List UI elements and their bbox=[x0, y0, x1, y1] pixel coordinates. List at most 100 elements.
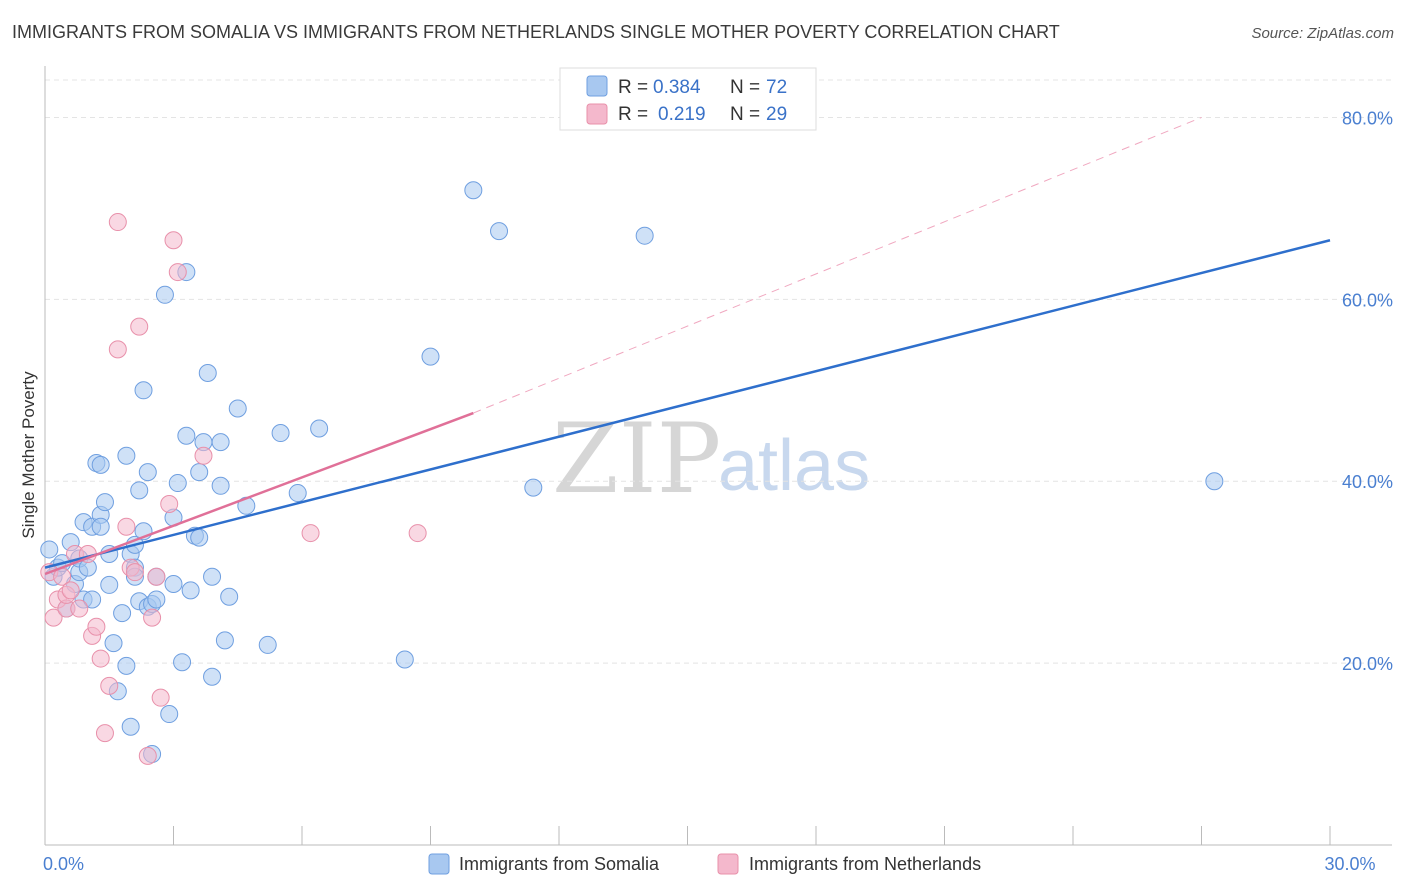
point-somalia bbox=[117, 656, 136, 675]
point-netherlands bbox=[138, 746, 157, 765]
point-somalia bbox=[215, 631, 234, 650]
point-netherlands bbox=[125, 563, 144, 582]
point-somalia bbox=[198, 364, 217, 383]
chart-title: IMMIGRANTS FROM SOMALIA VS IMMIGRANTS FR… bbox=[12, 22, 1060, 42]
y-axis-title: Single Mother Poverty bbox=[19, 371, 38, 539]
bottom-legend-swatch-somalia bbox=[428, 853, 450, 875]
point-somalia bbox=[91, 455, 110, 474]
point-somalia bbox=[203, 667, 222, 686]
point-netherlands bbox=[147, 567, 166, 586]
point-netherlands bbox=[87, 617, 106, 636]
tick-labels: 20.0% 40.0% 60.0% 80.0% 0.0% 30.0% bbox=[43, 108, 1393, 874]
point-somalia bbox=[635, 226, 654, 245]
point-somalia bbox=[288, 484, 307, 503]
bottom-legend-netherlands: Immigrants from Netherlands bbox=[749, 854, 981, 874]
point-netherlands bbox=[44, 608, 63, 627]
point-netherlands bbox=[301, 524, 320, 543]
point-somalia bbox=[121, 717, 140, 736]
trend-line-1 bbox=[44, 411, 474, 576]
point-somalia bbox=[1205, 472, 1224, 491]
legend-netherlands-r-value: 0.219 bbox=[658, 104, 706, 125]
point-netherlands bbox=[91, 649, 110, 668]
point-netherlands bbox=[194, 446, 213, 465]
point-netherlands bbox=[108, 340, 127, 359]
point-somalia bbox=[164, 574, 183, 593]
point-somalia bbox=[177, 426, 196, 445]
legend-somalia-n-value: 72 bbox=[766, 77, 787, 98]
bottom-legend-somalia: Immigrants from Somalia bbox=[459, 854, 660, 874]
point-somalia bbox=[91, 517, 110, 536]
point-netherlands bbox=[160, 494, 179, 513]
point-somalia bbox=[203, 567, 222, 586]
legend-somalia-r-label: R = bbox=[618, 77, 648, 98]
point-somalia bbox=[130, 481, 149, 500]
y-tick-label: 80.0% bbox=[1342, 108, 1393, 128]
point-somalia bbox=[168, 474, 187, 493]
bottom-legend: Immigrants from Somalia Immigrants from … bbox=[428, 853, 981, 875]
point-netherlands bbox=[61, 581, 80, 600]
legend-somalia-n-label: N = bbox=[730, 77, 760, 98]
point-somalia bbox=[138, 463, 157, 482]
watermark-zip: ZIP bbox=[552, 403, 721, 515]
bottom-legend-swatch-netherlands bbox=[717, 853, 739, 875]
point-somalia bbox=[464, 181, 483, 200]
point-somalia bbox=[113, 604, 132, 623]
point-somalia bbox=[190, 463, 209, 482]
point-somalia bbox=[147, 590, 166, 609]
point-netherlands bbox=[168, 263, 187, 282]
x-tick-label: 0.0% bbox=[43, 854, 84, 874]
point-somalia bbox=[395, 650, 414, 669]
point-somalia bbox=[220, 587, 239, 606]
watermark-atlas: atlas bbox=[718, 426, 870, 506]
point-netherlands bbox=[151, 688, 170, 707]
trend-lines bbox=[473, 117, 1202, 414]
point-netherlands bbox=[130, 317, 149, 336]
point-somalia bbox=[211, 476, 230, 495]
legend-netherlands-r-label: R = bbox=[618, 104, 648, 125]
point-somalia bbox=[181, 581, 200, 600]
point-somalia bbox=[117, 446, 136, 465]
point-somalia bbox=[134, 381, 153, 400]
point-somalia bbox=[211, 433, 230, 452]
y-tick-label: 20.0% bbox=[1342, 654, 1393, 674]
point-somalia bbox=[100, 575, 119, 594]
point-somalia bbox=[421, 347, 440, 366]
point-netherlands bbox=[143, 608, 162, 627]
point-netherlands bbox=[100, 676, 119, 695]
point-somalia bbox=[490, 222, 509, 241]
point-somalia bbox=[190, 528, 209, 547]
point-somalia bbox=[310, 419, 329, 438]
point-somalia bbox=[173, 653, 192, 672]
y-tick-label: 60.0% bbox=[1342, 290, 1393, 310]
point-somalia bbox=[271, 424, 290, 443]
point-netherlands bbox=[95, 724, 114, 743]
legend-swatch-somalia bbox=[586, 75, 608, 97]
point-somalia bbox=[160, 705, 179, 724]
point-somalia bbox=[258, 635, 277, 654]
x-tick-label: 30.0% bbox=[1324, 854, 1375, 874]
axes bbox=[44, 66, 1392, 846]
legend-somalia-r-value: 0.384 bbox=[653, 77, 701, 98]
point-somalia bbox=[40, 540, 59, 559]
point-somalia bbox=[95, 493, 114, 512]
point-netherlands bbox=[408, 524, 427, 543]
point-netherlands bbox=[70, 599, 89, 618]
legend-netherlands-n-value: 29 bbox=[766, 104, 787, 125]
trend-line-dashed-1 bbox=[473, 117, 1202, 414]
point-netherlands bbox=[108, 213, 127, 232]
point-somalia bbox=[228, 399, 247, 418]
trend-line-0 bbox=[44, 239, 1331, 569]
top-legend: R = 0.384 N = 72 R = 0.219 N = 29 bbox=[559, 67, 817, 131]
point-somalia bbox=[155, 285, 174, 304]
point-somalia bbox=[524, 478, 543, 497]
point-netherlands bbox=[117, 517, 136, 536]
source-label: Source: ZipAtlas.com bbox=[1251, 25, 1394, 42]
point-somalia bbox=[104, 634, 123, 653]
y-tick-label: 40.0% bbox=[1342, 472, 1393, 492]
data-points bbox=[40, 181, 1331, 765]
point-netherlands bbox=[164, 231, 183, 250]
legend-swatch-netherlands bbox=[586, 103, 608, 125]
point-somalia bbox=[83, 590, 102, 609]
gridlines bbox=[45, 79, 1392, 664]
